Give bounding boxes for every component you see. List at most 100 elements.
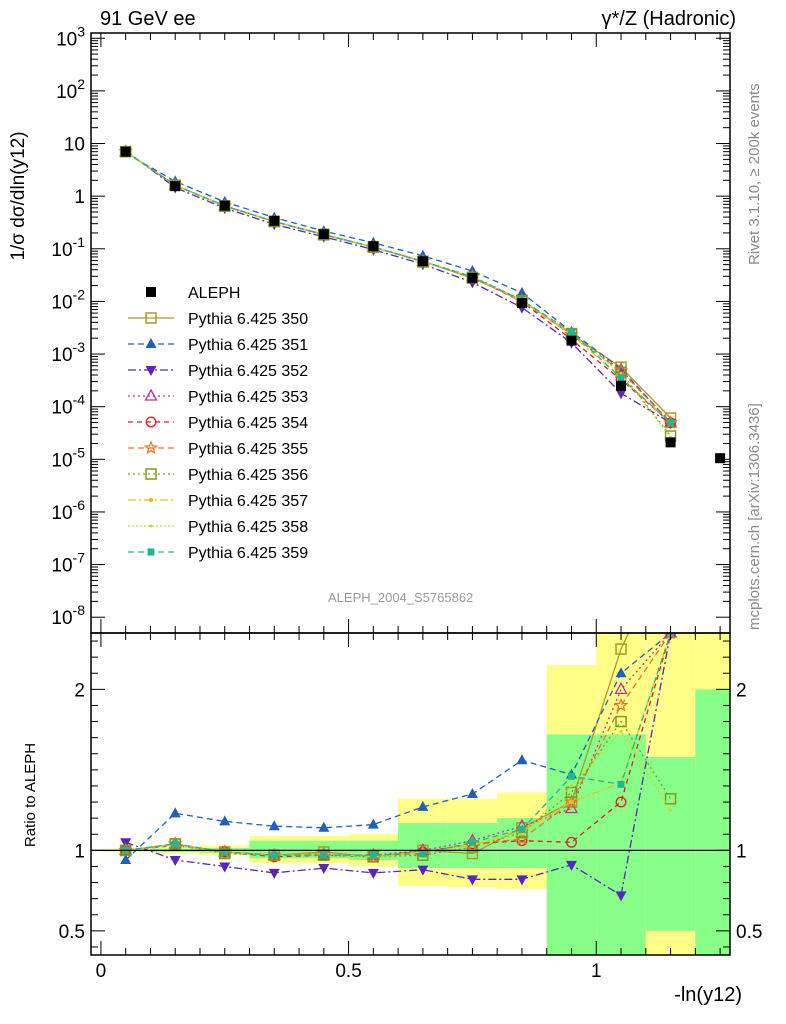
legend-label: Pythia 6.425 357: [188, 493, 308, 510]
legend-marker: [145, 416, 157, 428]
legend-marker: [148, 497, 154, 503]
y-tick-label: 10-7: [51, 550, 85, 577]
series-point-ratio: [520, 832, 524, 836]
series-point-ratio: [518, 825, 526, 833]
ratio-tick-label-right: 0.5: [736, 922, 762, 943]
series-point-ratio: [669, 808, 673, 812]
uncertainty-band-green: [596, 734, 646, 955]
aleph-data-point: [715, 453, 726, 464]
legend-marker: [144, 388, 158, 401]
series-point-ratio: [268, 820, 280, 831]
aleph-data-point: [616, 380, 627, 391]
y-tick-label: 10-8: [51, 602, 85, 629]
process-label: γ*/Z (Hadronic): [601, 8, 736, 30]
legend-label: Pythia 6.425 352: [188, 363, 308, 380]
series-line-top: [125, 151, 672, 424]
aleph-data-point: [318, 229, 329, 240]
series-point-ratio: [221, 848, 229, 856]
series-line-ratio: [125, 633, 672, 897]
y-tick-label: 102: [56, 76, 85, 103]
series-point-ratio: [169, 807, 181, 818]
series-point-ratio: [419, 850, 427, 858]
aleph-data-point: [219, 200, 230, 211]
series-point-ratio: [171, 840, 179, 848]
legend-marker: [145, 338, 157, 348]
series-point-top: [667, 419, 675, 427]
series-point-ratio: [219, 815, 231, 826]
aleph-data-point: [566, 335, 577, 346]
series-point-ratio: [569, 784, 573, 788]
ratio-tick-label: 0.5: [59, 922, 85, 943]
x-tick-label: 0.5: [335, 961, 361, 982]
series-point-top: [615, 389, 627, 400]
aleph-data-point: [665, 437, 676, 448]
series-point-top: [516, 286, 528, 297]
aleph-data-point: [120, 146, 131, 157]
series-point-ratio: [615, 643, 627, 655]
legend-label: Pythia 6.425 351: [188, 337, 308, 354]
aleph-data-point: [170, 181, 181, 192]
series-point-ratio: [516, 754, 528, 765]
legend-marker: [145, 366, 157, 376]
aleph-data-point: [516, 298, 527, 309]
series-line-top: [125, 152, 672, 424]
series-point-ratio: [516, 835, 528, 847]
legend-label: Pythia 6.425 359: [188, 545, 308, 562]
legend-label: Pythia 6.425 350: [188, 311, 308, 328]
series-point-ratio: [320, 851, 328, 859]
series-point-ratio: [318, 821, 330, 832]
legend-label: Pythia 6.425 358: [188, 519, 308, 536]
ratio-bands: [100, 633, 730, 955]
series-line-ratio: [125, 633, 672, 861]
legend-marker: [147, 548, 155, 556]
top-y-axis-label-text: 1/σ dσ/dln(y12): [8, 131, 29, 261]
legend-label: Pythia 6.425 356: [188, 467, 308, 484]
series-point-ratio: [468, 838, 476, 846]
series-point-ratio: [564, 801, 579, 814]
legend-label-aleph: ALEPH: [188, 285, 240, 302]
series-point-ratio: [615, 667, 627, 678]
series-line-ratio: [125, 730, 672, 858]
ratio-panel-frame: [90, 632, 731, 956]
aleph-data-point: [269, 215, 280, 226]
y-tick-label: 10: [64, 135, 85, 156]
series-point-ratio: [270, 851, 278, 859]
y-tick-label: 10-6: [51, 497, 85, 524]
legend-marker: [145, 312, 157, 324]
series-point-ratio: [566, 836, 577, 848]
aleph-data-point: [417, 256, 428, 267]
series-point-ratio: [367, 868, 379, 879]
legend-label: Pythia 6.425 354: [188, 415, 308, 432]
series-point-ratio: [367, 818, 379, 829]
y-tick-label: 10-3: [51, 339, 85, 366]
legend-marker: [143, 440, 159, 455]
mcplots-label: mcplots.cern.ch [arXiv:1306.3436]: [746, 403, 763, 630]
ratio-tick-label-right: 2: [736, 680, 747, 701]
series-point-ratio: [569, 799, 574, 805]
series-point-ratio: [664, 793, 677, 805]
series-point-ratio: [417, 800, 429, 811]
y-tick-label: 103: [56, 23, 85, 50]
series-line-ratio: [125, 720, 672, 858]
series-point-ratio: [466, 788, 478, 798]
uncertainty-band-green: [645, 756, 696, 931]
legend-label: Pythia 6.425 355: [188, 441, 308, 458]
series-line-top: [125, 150, 671, 424]
rivet-version-label: Rivet 3.1.10, ≥ 200k events: [746, 83, 763, 265]
series-point-ratio: [169, 856, 181, 867]
series-point-ratio: [614, 682, 628, 694]
series-point-ratio: [466, 875, 478, 886]
ratio-y-axis-label: Ratio to ALEPH: [22, 742, 39, 848]
ratio-tick-label: 1: [74, 841, 85, 862]
beam-label: 91 GeV ee: [100, 8, 196, 30]
ratio-tick-label: 2: [74, 680, 85, 701]
y-tick-label: 10-5: [51, 444, 85, 471]
x-tick-label: 0: [96, 961, 107, 982]
legend-label: Pythia 6.425 353: [188, 389, 308, 406]
series-point-ratio: [615, 891, 627, 902]
series-point-top: [567, 328, 575, 336]
legend-marker-aleph: [146, 287, 156, 297]
series-point-ratio: [567, 772, 575, 780]
analysis-id: ALEPH_2004_S5765862: [328, 590, 474, 605]
